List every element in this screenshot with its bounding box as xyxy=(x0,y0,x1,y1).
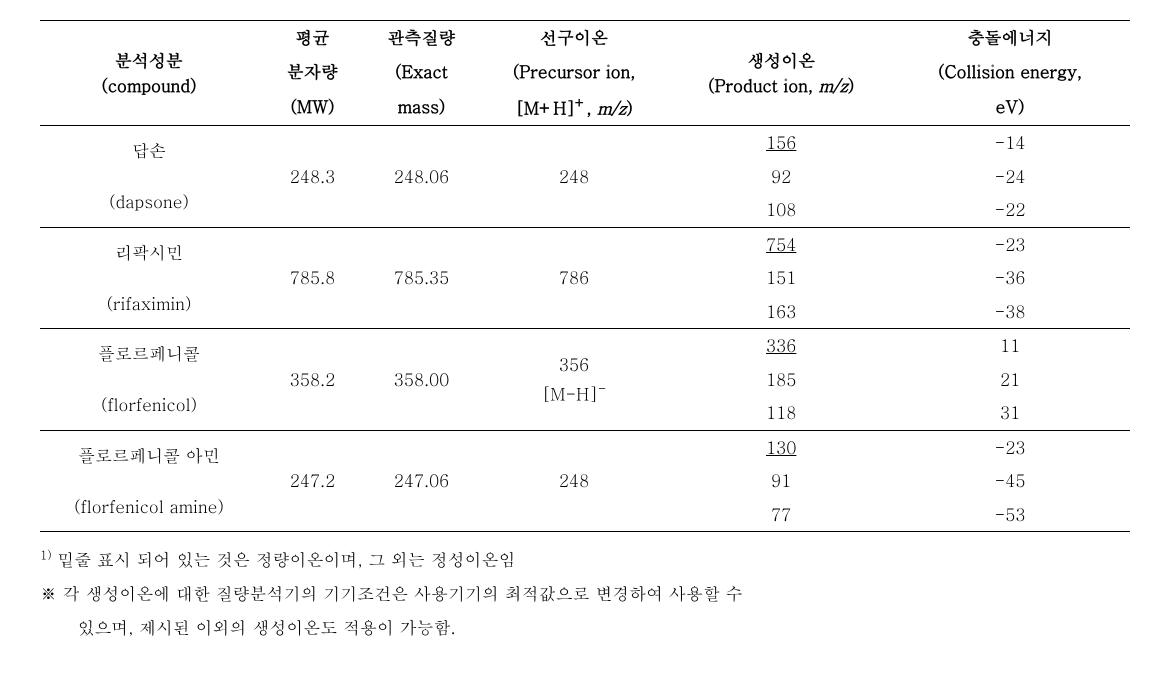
col-compound-ko: 분석성분 xyxy=(115,48,183,72)
cell-product-ion: 130 xyxy=(672,430,890,464)
cell-collision-energy: 11 xyxy=(890,329,1130,363)
cell-collision-energy: 21 xyxy=(890,363,1130,397)
cell-exact-mass: 248.06 xyxy=(367,126,476,228)
cell-mw: 358.2 xyxy=(258,329,367,431)
col-production-en-a: (Product ion, xyxy=(708,73,818,97)
cell-product-ion: 118 xyxy=(672,396,890,430)
cell-precursor: 248 xyxy=(476,126,672,228)
col-mw-l1: 평균 xyxy=(258,21,367,55)
compound-ko: 플로르페니콜 아민 xyxy=(78,443,220,467)
col-precursor-l2: (Precursor ion, xyxy=(476,55,672,89)
compound-en: (florfenicol amine) xyxy=(74,494,224,518)
cell-collision-energy: -23 xyxy=(890,227,1130,261)
cell-compound: 리팍시민 (rifaximin) xyxy=(40,227,258,329)
cell-product-ion: 151 xyxy=(672,261,890,295)
col-production-en-b: m/z xyxy=(819,73,848,97)
cell-product-ion: 92 xyxy=(672,160,890,194)
footnote-1: 1) 밑줄 표시 되어 있는 것은 정량이온이며, 그 외는 정성이온임 xyxy=(40,542,1130,576)
footnote-2b: 있으며, 제시된 이외의 생성이온도 적용이 가능함. xyxy=(40,610,1130,644)
col-mw-l2: 분자량 xyxy=(258,55,367,89)
cell-collision-energy: 31 xyxy=(890,396,1130,430)
col-precursor-l3-b: + xyxy=(575,92,587,112)
cell-collision-energy: -36 xyxy=(890,261,1130,295)
cell-product-ion: 77 xyxy=(672,498,890,532)
compound-en: (florfenicol) xyxy=(101,392,197,416)
footnotes: 1) 밑줄 표시 되어 있는 것은 정량이온이며, 그 외는 정성이온임 ※ 각… xyxy=(40,542,1130,644)
cell-product-ion: 91 xyxy=(672,464,890,498)
cell-compound: 플로르페니콜 (florfenicol) xyxy=(40,329,258,431)
compound-en: (dapsone) xyxy=(109,189,189,213)
col-compound: 분석성분 (compound) xyxy=(40,21,258,126)
col-mw-l3: (MW) xyxy=(258,88,367,126)
cell-mw: 247.2 xyxy=(258,430,367,532)
col-precursor-l3-c: , xyxy=(587,96,598,120)
compound-ko: 리팍시민 xyxy=(115,240,183,264)
cell-precursor: 356[M-H]- xyxy=(476,329,672,431)
footnote-2a: ※ 각 생성이온에 대한 질량분석기의 기기조건은 사용기기의 최적값으로 변경… xyxy=(40,576,1130,610)
table-row: 답손(dapsone)248.3248.06248156-14 xyxy=(40,126,1130,160)
cell-exact-mass: 358.00 xyxy=(367,329,476,431)
cell-mw: 248.3 xyxy=(258,126,367,228)
footnote-1-sup: 1) xyxy=(40,547,52,564)
col-precursor-l1: 선구이온 xyxy=(476,21,672,55)
cell-compound: 답손 (dapsone) xyxy=(40,126,258,228)
compound-ko: 답손 xyxy=(132,138,166,162)
cell-product-ion: 163 xyxy=(672,295,890,329)
col-exact-l2: (Exact xyxy=(367,55,476,89)
col-exact-l1: 관측질량 xyxy=(367,21,476,55)
cell-precursor: 786 xyxy=(476,227,672,329)
cell-collision-energy: -38 xyxy=(890,295,1130,329)
cell-exact-mass: 785.35 xyxy=(367,227,476,329)
ms-parameters-table: 분석성분 (compound) 평균 관측질량 선구이온 생성이온 (Produ… xyxy=(40,20,1130,532)
col-exact-l3: mass) xyxy=(367,88,476,126)
col-ce-l1: 충돌에너지 xyxy=(890,21,1130,55)
table-row: 플로르페니콜(florfenicol)358.2358.00356[M-H]-3… xyxy=(40,329,1130,363)
cell-product-ion: 754 xyxy=(672,227,890,261)
table-header: 분석성분 (compound) 평균 관측질량 선구이온 생성이온 (Produ… xyxy=(40,21,1130,126)
cell-product-ion: 108 xyxy=(672,193,890,227)
col-production-ko: 생성이온 xyxy=(747,48,815,72)
cell-collision-energy: -45 xyxy=(890,464,1130,498)
col-precursor-l3-a: [M+H] xyxy=(515,96,574,120)
cell-collision-energy: -22 xyxy=(890,193,1130,227)
table-row: 리팍시민(rifaximin)785.8785.35786754-23 xyxy=(40,227,1130,261)
cell-product-ion: 185 xyxy=(672,363,890,397)
compound-ko: 플로르페니콜 xyxy=(98,341,200,365)
cell-product-ion: 156 xyxy=(672,126,890,160)
cell-collision-energy: -24 xyxy=(890,160,1130,194)
col-precursor-l3-e: ) xyxy=(626,96,632,120)
footnote-1-text: 밑줄 표시 되어 있는 것은 정량이온이며, 그 외는 정성이온임 xyxy=(52,547,516,571)
cell-exact-mass: 247.06 xyxy=(367,430,476,532)
table-row: 플로르페니콜 아민(florfenicol amine)247.2247.062… xyxy=(40,430,1130,464)
cell-collision-energy: -14 xyxy=(890,126,1130,160)
cell-collision-energy: -23 xyxy=(890,430,1130,464)
col-production-en-c: ) xyxy=(848,73,854,97)
col-precursor-l3-d: m/z xyxy=(597,96,626,120)
cell-mw: 785.8 xyxy=(258,227,367,329)
col-ce-l3: eV) xyxy=(890,88,1130,126)
cell-collision-energy: -53 xyxy=(890,498,1130,532)
table-body: 답손(dapsone)248.3248.06248156-1492-24108-… xyxy=(40,126,1130,532)
cell-precursor: 248 xyxy=(476,430,672,532)
cell-product-ion: 336 xyxy=(672,329,890,363)
compound-en: (rifaximin) xyxy=(107,291,192,315)
col-precursor-l3: [M+H]+, m/z) xyxy=(476,88,672,126)
col-ce-l2: (Collision energy, xyxy=(890,55,1130,89)
cell-compound: 플로르페니콜 아민 (florfenicol amine) xyxy=(40,430,258,532)
col-production: 생성이온 (Product ion, m/z) xyxy=(672,21,890,126)
col-compound-en: (compound) xyxy=(101,73,196,97)
